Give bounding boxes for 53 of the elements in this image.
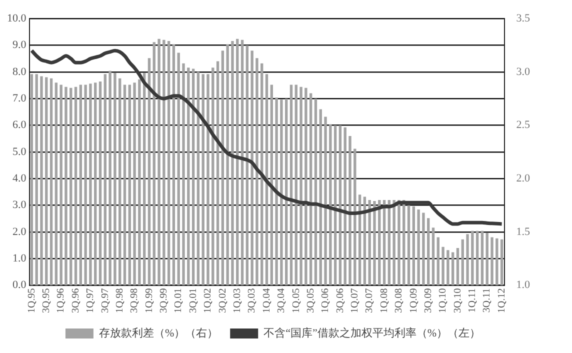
x-tick-label: 1Q.03 — [232, 288, 243, 314]
legend-label: 不含“国库”借款之加权平均利率（%）（左） — [264, 326, 481, 340]
x-tick-label: 3Q.02 — [217, 288, 228, 314]
x-tick-label: 1Q.12 — [496, 288, 508, 314]
x-tick-label: 3Q.03 — [246, 288, 258, 314]
x-tick-label: 1Q.07 — [350, 288, 361, 314]
y-tick-label: 0.0 — [12, 279, 27, 292]
y-tick-label: 5.0 — [12, 146, 27, 158]
x-tick-label: 3Q.96 — [70, 288, 82, 314]
x-tick-label: 1Q.01 — [173, 288, 184, 314]
y-tick-label: 3.0 — [12, 199, 27, 212]
y2-tick-label: 1.0 — [516, 279, 530, 292]
x-tick-label: 3Q.01 — [188, 288, 199, 314]
x-tick-label: 1Q.97 — [85, 288, 96, 314]
y-tick-label: 8.0 — [12, 66, 27, 78]
x-tick-label: 1Q.02 — [202, 288, 214, 314]
y2-tick-label: 3.0 — [516, 66, 530, 78]
x-tick-label: 3Q.08 — [394, 288, 405, 314]
y-tick-label: 2.0 — [12, 226, 27, 238]
x-tick-label: 3Q.98 — [129, 288, 140, 314]
x-tick-label: 3Q.07 — [364, 288, 376, 314]
x-tick-label: 1Q.10 — [438, 288, 449, 314]
y2-tick-label: 1.5 — [516, 226, 530, 238]
x-tick-label: 1Q.96 — [56, 288, 67, 314]
x-tick-label: 1Q.11 — [467, 288, 478, 313]
y-tick-label: 6.0 — [12, 119, 27, 132]
x-tick-label: 3Q.97 — [100, 288, 111, 314]
x-tick-label: 3Q.04 — [276, 288, 288, 314]
x-tick-label: 3Q.05 — [305, 288, 316, 314]
x-tick-label: 1Q.08 — [378, 288, 390, 314]
x-tick-label: 1Q.06 — [320, 288, 332, 314]
x-tick-label: 3Q.99 — [158, 288, 170, 314]
x-tick-label: 1Q.99 — [144, 288, 155, 314]
y2-tick-label: 2.0 — [516, 172, 530, 184]
y2-tick-label: 3.5 — [516, 12, 530, 24]
x-tick-label: 1Q.04 — [261, 288, 272, 314]
x-tick-label: 1Q.95 — [26, 288, 38, 314]
x-tick-label: 1Q.98 — [114, 288, 126, 314]
y-tick-label: 1.0 — [12, 252, 27, 264]
y-tick-label: 4.0 — [12, 172, 27, 184]
y-tick-label: 9.0 — [12, 39, 27, 52]
y-tick-label: 7.0 — [12, 92, 27, 104]
x-tick-label: 1Q.09 — [408, 288, 420, 314]
y-tick-label: 10.0 — [7, 12, 27, 24]
x-tick-label: 3Q.95 — [41, 288, 52, 314]
y2-tick-label: 2.5 — [516, 119, 530, 132]
x-tick-label: 3Q.11 — [482, 288, 493, 313]
x-tick-label: 3Q.06 — [334, 288, 346, 314]
x-tick-label: 3Q.10 — [452, 288, 464, 314]
x-tick-label: 1Q.05 — [290, 288, 302, 314]
line-series — [30, 48, 504, 226]
x-tick-label: 3Q.09 — [422, 288, 434, 314]
legend-label: 存放款利差（%）（右） — [98, 326, 218, 340]
